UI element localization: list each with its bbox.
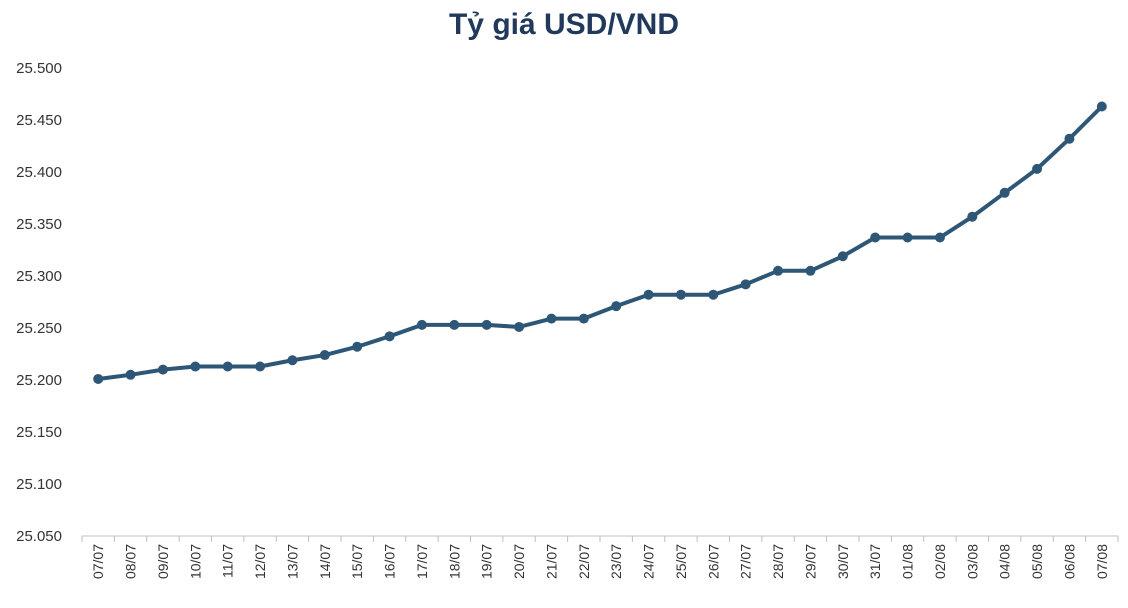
- x-tick-label: 22/07: [576, 544, 592, 579]
- x-tick-label: 16/07: [382, 544, 398, 579]
- y-tick-label: 25.300: [16, 268, 62, 285]
- data-point: [384, 331, 395, 342]
- x-tick-label: 03/08: [964, 544, 980, 579]
- x-tick-label: 30/07: [835, 544, 851, 579]
- x-axis: 07/07 08/07 09/07 10/07 11/07 12/07 13/07 14/07…: [81, 535, 1119, 579]
- x-tick-label: 18/07: [446, 544, 462, 579]
- data-point: [643, 289, 654, 300]
- data-point: [999, 187, 1010, 198]
- x-tick-label: 29/07: [802, 544, 818, 579]
- data-point: [578, 313, 589, 324]
- data-point: [222, 361, 233, 372]
- data-point: [740, 279, 751, 290]
- x-tick-label: 26/07: [705, 544, 721, 579]
- x-tick-label: 01/08: [900, 544, 916, 579]
- y-tick-label: 25.250: [16, 320, 62, 337]
- data-point: [870, 232, 881, 243]
- x-tick-label: 04/08: [997, 544, 1013, 579]
- x-tick-label: 05/08: [1029, 544, 1045, 579]
- data-point: [708, 289, 719, 300]
- data-point: [287, 355, 298, 366]
- data-point: [837, 251, 848, 262]
- x-tick-label: 02/08: [932, 544, 948, 579]
- y-tick-label: 25.500: [16, 60, 62, 77]
- y-tick-label: 25.100: [16, 476, 62, 493]
- y-axis: 25.050 25.100 25.150 25.200 25.250 25.300 25.3…: [16, 60, 62, 545]
- data-point: [416, 319, 427, 330]
- x-tick-label: 09/07: [155, 544, 171, 579]
- x-tick-label: 31/07: [867, 544, 883, 579]
- data-point: [255, 361, 266, 372]
- data-point: [902, 232, 913, 243]
- y-tick-label: 25.200: [16, 372, 62, 389]
- data-point: [675, 289, 686, 300]
- x-tick-label: 21/07: [543, 544, 559, 579]
- data-point: [352, 341, 363, 352]
- y-tick-label: 25.150: [16, 424, 62, 441]
- data-point: [611, 301, 622, 312]
- x-tick-label: 19/07: [479, 544, 495, 579]
- data-point: [546, 313, 557, 324]
- x-tick-label: 15/07: [349, 544, 365, 579]
- x-tick-label: 20/07: [511, 544, 527, 579]
- x-tick-label: 10/07: [187, 544, 203, 579]
- data-point: [514, 321, 525, 332]
- data-point: [93, 373, 104, 384]
- data-point: [190, 361, 201, 372]
- series-layer: [93, 101, 1107, 384]
- x-tick-label: 17/07: [414, 544, 430, 579]
- data-point: [481, 319, 492, 330]
- x-tick-label: 27/07: [738, 544, 754, 579]
- data-point: [319, 350, 330, 361]
- data-point: [125, 369, 136, 380]
- x-tick-label: 07/07: [90, 544, 106, 579]
- y-tick-label: 25.450: [16, 112, 62, 129]
- data-point: [1064, 133, 1075, 144]
- data-point: [1032, 163, 1043, 174]
- x-tick-label: 13/07: [284, 544, 300, 579]
- data-point: [449, 319, 460, 330]
- series-line: [96, 104, 1104, 381]
- x-tick-label: 24/07: [641, 544, 657, 579]
- x-tick-label: 06/08: [1061, 544, 1077, 579]
- data-point: [934, 232, 945, 243]
- x-tick-label: 08/07: [123, 544, 139, 579]
- x-tick-label: 14/07: [317, 544, 333, 579]
- data-point: [773, 265, 784, 276]
- y-tick-label: 25.050: [16, 528, 62, 545]
- x-tick-label: 23/07: [608, 544, 624, 579]
- y-tick-label: 25.350: [16, 216, 62, 233]
- data-point: [805, 265, 816, 276]
- x-tick-label: 12/07: [252, 544, 268, 579]
- x-tick-label: 25/07: [673, 544, 689, 579]
- data-point: [157, 364, 168, 375]
- y-tick-label: 25.400: [16, 164, 62, 181]
- data-point: [1096, 101, 1107, 112]
- x-tick-label: 11/07: [220, 544, 236, 578]
- data-point: [967, 211, 978, 222]
- x-tick-label: 07/08: [1094, 544, 1110, 579]
- chart-title: Tỷ giá USD/VND: [448, 8, 680, 41]
- x-tick-label: 28/07: [770, 544, 786, 579]
